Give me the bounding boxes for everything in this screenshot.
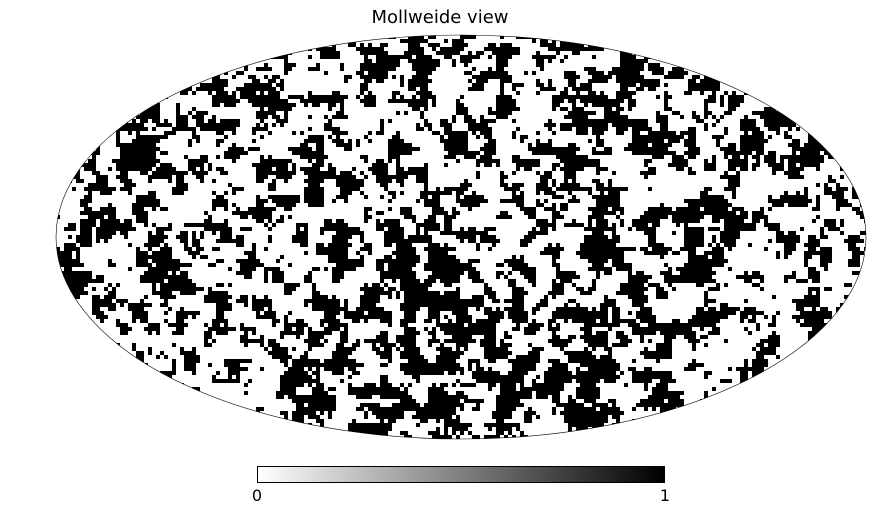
- map-outline: [55, 34, 867, 440]
- dark-pixels: [56, 35, 866, 439]
- sky-pixels: [56, 35, 866, 439]
- colorbar-max-label: 1: [659, 486, 671, 505]
- map-title: Mollweide view: [371, 7, 509, 28]
- colorbar-gradient: [257, 466, 665, 483]
- colorbar: [257, 466, 665, 483]
- colorbar-min-label: 0: [251, 486, 263, 505]
